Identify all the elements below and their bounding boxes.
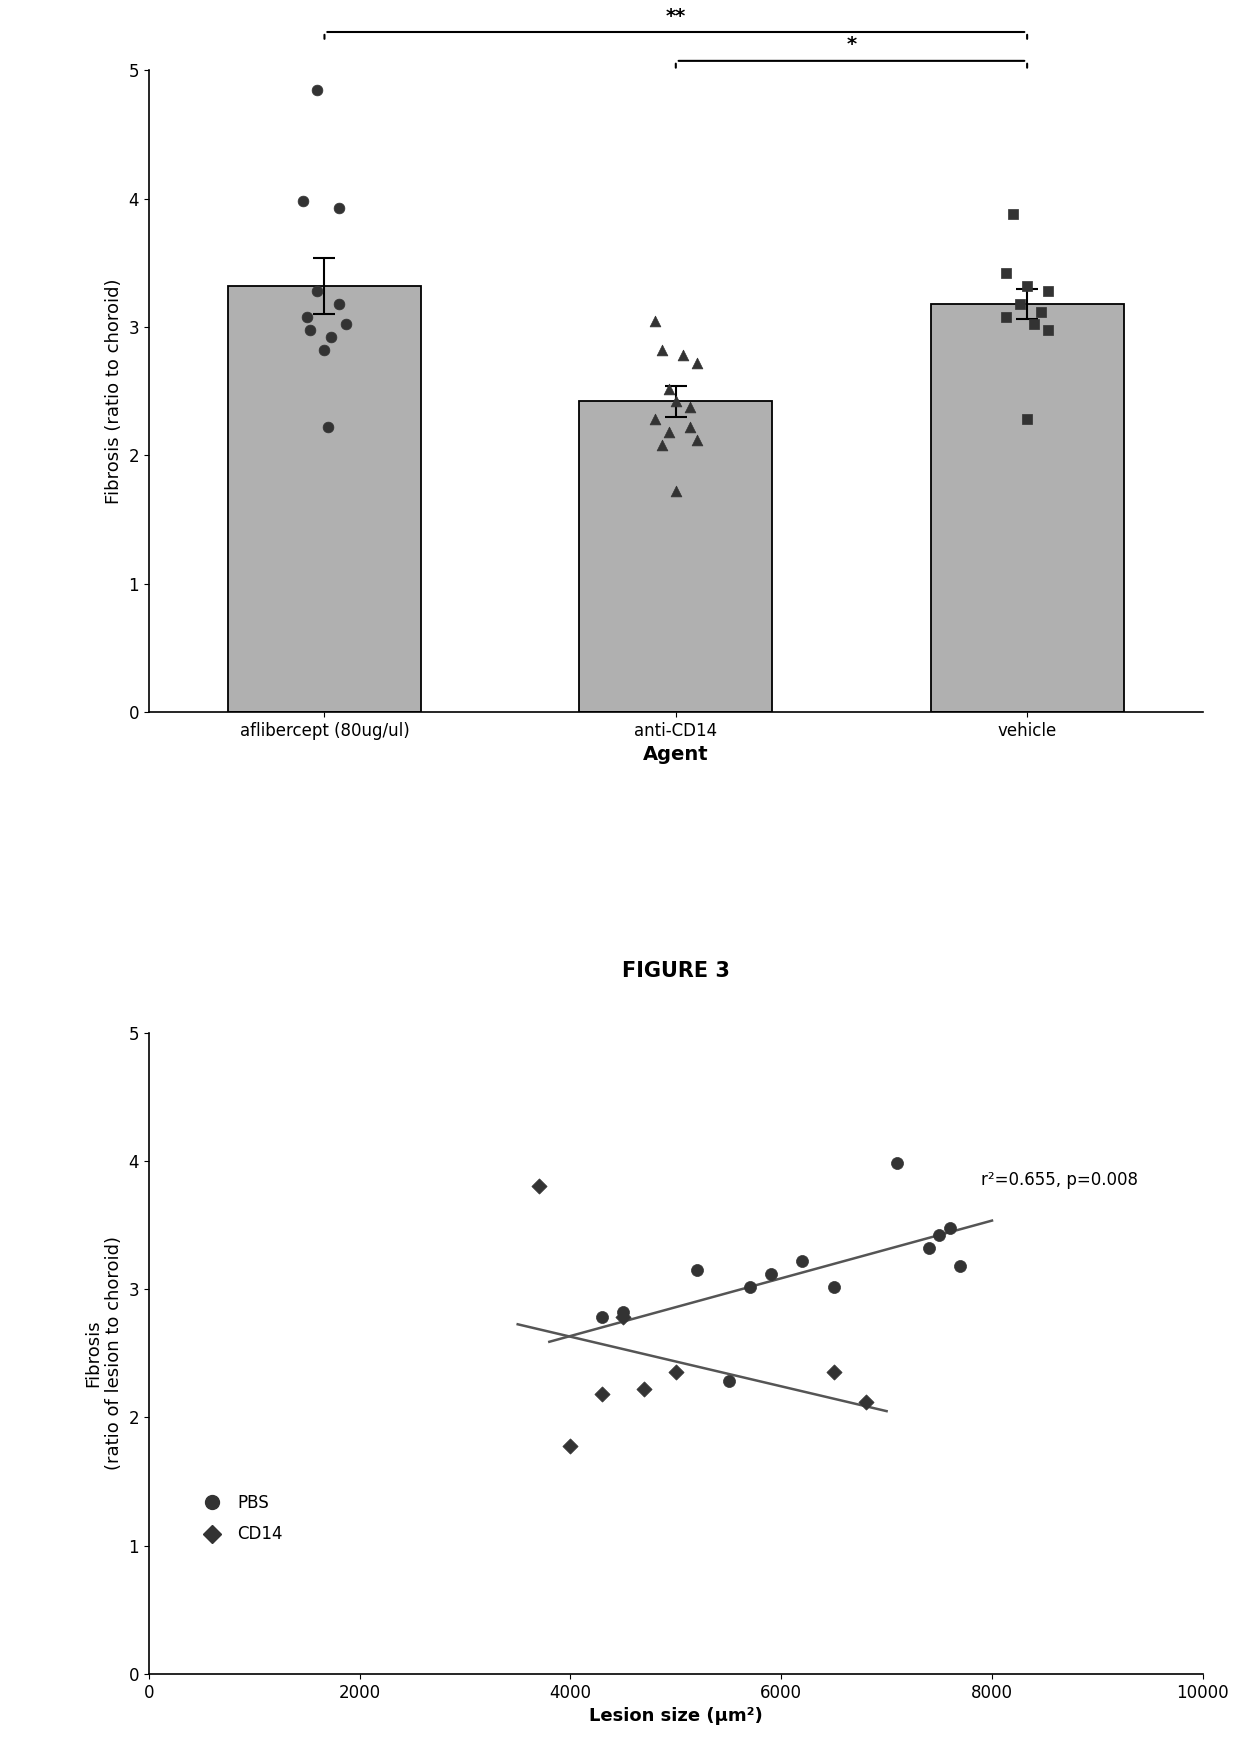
Bar — [228, 285, 422, 712]
Point — [645, 405, 665, 433]
PBS — [950, 1251, 970, 1279]
Point — [658, 418, 678, 446]
Point — [296, 303, 316, 331]
Point — [300, 315, 320, 344]
CD14 — [635, 1374, 655, 1403]
CD14 — [823, 1359, 843, 1387]
X-axis label: Lesion size (μm²): Lesion size (μm²) — [589, 1707, 763, 1725]
Point — [1032, 298, 1052, 326]
Point — [652, 337, 672, 365]
Point — [1038, 315, 1058, 344]
Point — [336, 310, 356, 338]
Point — [996, 303, 1016, 331]
Point — [673, 342, 693, 370]
Point — [329, 289, 348, 317]
Point — [687, 349, 707, 377]
CD14 — [528, 1172, 548, 1200]
Point — [1017, 271, 1037, 300]
PBS — [760, 1260, 781, 1288]
Point — [652, 432, 672, 460]
PBS — [919, 1233, 939, 1262]
PBS — [593, 1304, 613, 1332]
CD14 — [856, 1388, 875, 1417]
Point — [317, 412, 337, 440]
Point — [645, 307, 665, 335]
Point — [329, 194, 348, 222]
Title: FIGURE 3: FIGURE 3 — [622, 960, 729, 981]
Text: r²=0.655, p=0.008: r²=0.655, p=0.008 — [982, 1172, 1138, 1189]
PBS — [792, 1247, 812, 1276]
PBS — [739, 1272, 759, 1300]
Point — [996, 259, 1016, 287]
Point — [1003, 201, 1023, 229]
PBS — [930, 1221, 950, 1249]
Legend: PBS, CD14: PBS, CD14 — [188, 1487, 289, 1551]
Point — [680, 393, 699, 421]
Y-axis label: Fibrosis
(ratio of lesion to choroid): Fibrosis (ratio of lesion to choroid) — [84, 1237, 123, 1470]
Point — [687, 426, 707, 455]
Point — [315, 337, 335, 365]
Point — [1011, 289, 1030, 317]
PBS — [719, 1367, 739, 1396]
Point — [1024, 310, 1044, 338]
Point — [294, 187, 314, 215]
Point — [321, 322, 341, 351]
CD14 — [560, 1431, 580, 1459]
PBS — [940, 1214, 960, 1242]
Point — [680, 412, 699, 440]
CD14 — [593, 1380, 613, 1408]
Point — [308, 277, 327, 305]
Text: *: * — [847, 35, 857, 55]
Y-axis label: Fibrosis (ratio to choroid): Fibrosis (ratio to choroid) — [105, 278, 123, 504]
Point — [1017, 405, 1037, 433]
Bar — [930, 303, 1123, 712]
Point — [666, 478, 686, 506]
X-axis label: Agent: Agent — [644, 745, 708, 765]
Point — [1038, 277, 1058, 305]
CD14 — [666, 1359, 686, 1387]
CD14 — [614, 1304, 634, 1332]
Point — [666, 388, 686, 416]
PBS — [614, 1299, 634, 1327]
Text: **: ** — [666, 7, 686, 26]
Point — [658, 375, 678, 403]
PBS — [687, 1256, 707, 1284]
PBS — [823, 1272, 843, 1300]
Point — [308, 76, 327, 104]
PBS — [888, 1149, 908, 1177]
Bar — [579, 402, 773, 712]
